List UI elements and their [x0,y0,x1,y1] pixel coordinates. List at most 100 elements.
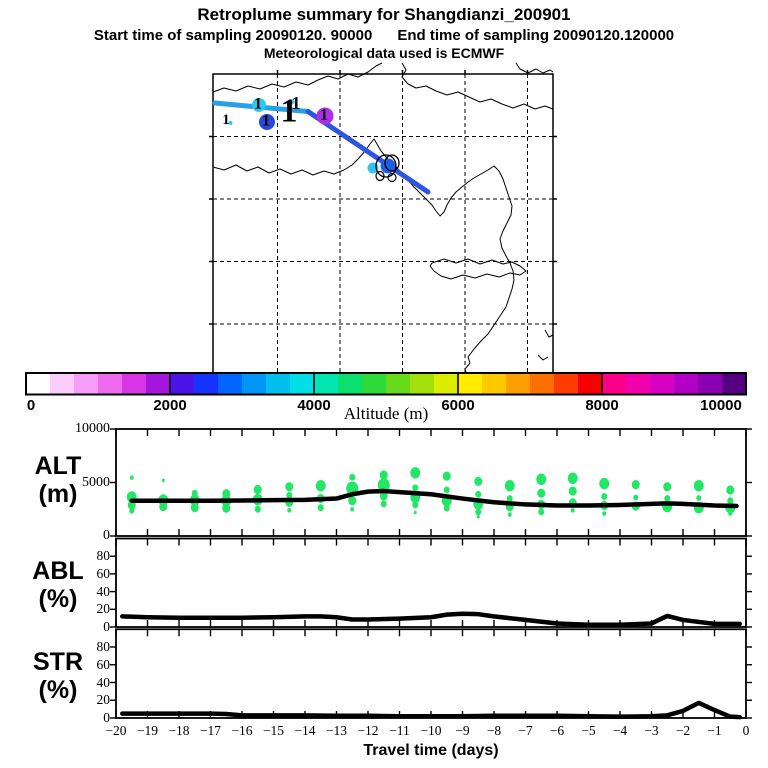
str-y-tick-label: 80 [96,639,111,654]
altitude-scatter-dot [696,495,702,501]
receptor-ring [384,154,400,172]
coastline [429,258,527,280]
colorbar-segment [290,373,315,395]
altitude-scatter-dot [664,495,671,502]
altitude-scatter-dot [475,490,482,498]
colorbar-segment [530,373,555,395]
colorbar-segment [122,373,147,395]
altitude-scatter-dot [728,511,733,516]
altitude-scatter-dot [631,480,640,490]
cluster-marker [380,158,396,174]
cluster-number-label: 1 [254,96,262,113]
altitude-scatter-dot [317,504,324,512]
colorbar-segment [194,373,219,395]
colorbar-title: Altitude (m) [343,404,429,423]
altitude-scatter-dot [161,478,165,483]
altitude-scatter-dot [254,505,261,513]
altitude-scatter-dot [380,500,387,508]
altitude-scatter-dot [253,484,262,495]
colorbar-segment [722,373,747,395]
altitude-scatter-dot [538,508,545,516]
colorbar-segment [506,373,531,395]
x-tick-label: −18 [168,723,190,738]
altitude-scatter-dot [633,494,639,501]
abl-panel-unit: (%) [38,585,78,613]
x-tick-label: −5 [581,723,596,738]
cluster-number-label: 1 [320,107,328,124]
altitude-scatter-dot [726,485,735,495]
altitude-scatter-dot [129,475,134,480]
colorbar-tick-label: 6000 [441,397,475,414]
x-tick-label: −10 [420,723,442,738]
coastline [544,329,554,338]
str-y-tick-label: 60 [96,656,111,672]
cluster-marker [316,107,334,125]
altitude-scatter-dot [287,508,292,513]
altitude-scatter-dot [412,501,419,509]
str-y-tick-label: 20 [96,692,111,708]
abl-y-tick-label: 20 [96,601,111,617]
alt-y-tick-label: 0 [103,528,110,543]
meteo-data-subtitle: Meteorological data used is ECMWF [263,45,505,61]
altitude-mean-line [129,488,739,509]
cluster-marker [252,98,266,112]
abl-y-tick-label: 0 [103,619,110,634]
str-line [120,700,742,720]
abl-y-tick-label: 60 [96,565,111,581]
abl-y-tick-label: 80 [96,548,111,564]
altitude-scatter-dot [602,511,607,516]
receptor-ring [375,154,397,178]
colorbar-frame [25,372,747,396]
altitude-scatter-dot [410,467,421,479]
x-tick-label: −11 [389,723,410,738]
altitude-scatter-dot [442,471,451,481]
alt-panel-unit: (m) [38,480,78,508]
x-tick-label: −15 [262,723,285,738]
figure-title: Retroplume summary for Shangdianzi_20090… [197,5,571,24]
colorbar-segment [602,373,627,395]
x-tick-label: −14 [294,723,316,738]
x-tick-label: −3 [644,723,659,738]
colorbar-segment [698,373,723,395]
sampling-time-subtitle: Start time of sampling 20090120. 90000 E… [93,27,675,44]
altitude-scatter-dot [601,492,608,500]
altitude-scatter-dot [350,506,355,512]
panel-frame [115,628,747,719]
colorbar-segment [218,373,243,395]
cluster-number-label: 1 [262,113,270,130]
colorbar-segment [650,373,675,395]
altitude-scatter-dot [379,470,388,480]
colorbar-tick-label: 10000 [700,397,742,414]
str-panel-unit: (%) [38,676,78,704]
colorbar-segment [266,373,291,395]
altitude-scatter-dot [504,479,515,492]
altitude-scatter-dot [536,473,547,486]
coastline [515,62,554,74]
altitude-scatter-dot [315,479,326,492]
cluster-marker [228,121,233,125]
x-axis-title: Travel time (days) [363,742,499,759]
cluster-marker [289,99,295,105]
x-tick-label: −16 [231,723,253,738]
x-tick-label: −13 [325,723,348,738]
x-tick-label: −6 [549,723,565,738]
colorbar-segment [50,373,75,395]
altitude-scatter-dot [349,473,356,481]
colorbar-tick-label: 0 [26,397,36,414]
colorbar-segment [458,373,483,395]
x-tick-label: −12 [357,723,379,738]
abl-line [120,611,742,628]
altitude-scatter-dot [537,488,546,498]
colorbar-segment [434,373,459,395]
altitude-scatter-dot [413,510,417,515]
altitude-scatter-dot [507,512,512,517]
altitude-scatter-dot [693,479,704,492]
coastline [401,62,554,110]
trajectory-main [305,109,431,195]
x-tick-label: −9 [455,723,470,738]
altitude-scatter-dot [506,495,513,502]
x-tick-label: −17 [199,723,222,738]
colorbar-segment [98,373,123,395]
